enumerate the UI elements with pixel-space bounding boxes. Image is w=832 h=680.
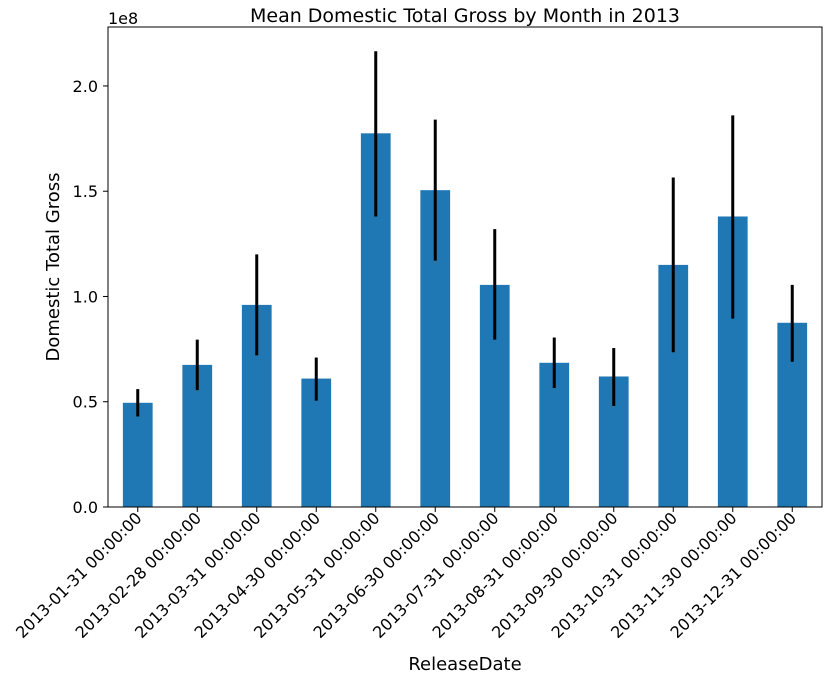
y-axis: 0.0 0.5 1.0 1.5 2.0 [73, 77, 108, 517]
y-axis-label: Domestic Total Gross [43, 172, 64, 361]
y-axis-offset-label: 1e8 [108, 9, 138, 28]
plot-frame [107, 26, 823, 508]
x-axis-label: ReleaseDate [408, 654, 521, 675]
y-tick-label: 0.5 [73, 393, 98, 412]
y-tick-label: 1.5 [73, 182, 98, 201]
y-tick-label: 1.0 [73, 287, 98, 306]
y-tick-label: 0.0 [73, 498, 98, 517]
bar-1 [122, 402, 153, 507]
chart-title: Mean Domestic Total Gross by Month in 20… [250, 5, 680, 27]
error-bars-group [136, 51, 794, 417]
y-tick-label: 2.0 [73, 77, 98, 96]
bars-group [122, 133, 808, 507]
